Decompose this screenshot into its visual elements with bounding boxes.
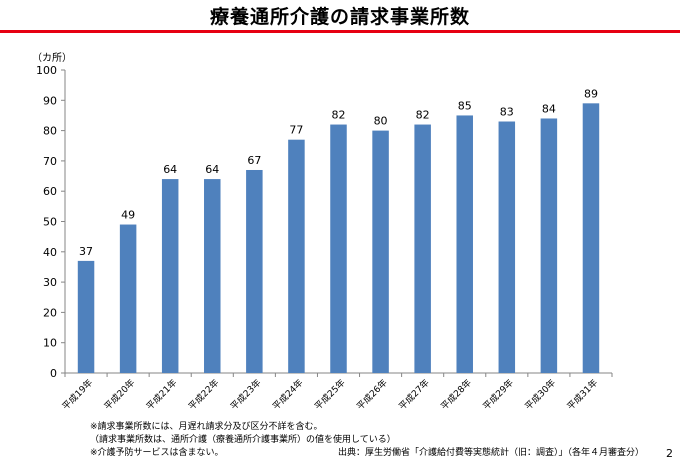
data-label: 49 [121, 209, 135, 222]
bar [330, 124, 347, 373]
source-citation: 出典：厚生労働省「介護給付費等実態統計（旧：調査）」（各年４月審査分） [338, 448, 645, 458]
x-tick-label: 平成29年 [480, 377, 516, 413]
data-label: 83 [500, 106, 514, 119]
footnote-2: （請求事業所数は、通所介護（療養通所介護事業所）の値を使用している） [90, 435, 396, 445]
x-tick-label: 平成30年 [522, 377, 558, 413]
y-tick-label: 10 [43, 337, 57, 350]
x-tick-label: 平成21年 [144, 377, 180, 413]
x-tick-label: 平成27年 [396, 377, 432, 413]
y-tick-label: 0 [50, 367, 57, 380]
data-label: 77 [289, 124, 303, 137]
data-label: 82 [416, 109, 430, 122]
x-tick-label: 平成22年 [186, 377, 222, 413]
data-label: 89 [584, 87, 598, 100]
data-label: 64 [163, 163, 177, 176]
x-tick-label: 平成19年 [59, 377, 95, 413]
y-tick-label: 30 [43, 276, 57, 289]
x-tick-label: 平成26年 [354, 377, 390, 413]
data-label: 64 [205, 163, 219, 176]
bar [498, 121, 516, 373]
x-tick-label: 平成20年 [102, 377, 138, 413]
data-label: 85 [458, 99, 472, 112]
x-tick-label: 平成23年 [228, 377, 264, 413]
y-tick-label: 60 [43, 185, 57, 198]
x-tick-label: 平成31年 [564, 377, 600, 413]
y-tick-label: 50 [43, 216, 57, 229]
y-tick-label: 40 [43, 246, 57, 259]
bar [540, 118, 558, 373]
slide-title: 療養通所介護の請求事業所数 [209, 6, 470, 28]
data-label: 84 [542, 102, 556, 115]
bar [372, 130, 389, 373]
y-tick-label: 80 [43, 125, 57, 138]
title-rule [0, 30, 680, 33]
y-tick-label: 70 [43, 155, 57, 168]
footnotes: ※請求事業所数には、月遅れ請求分及び区分不詳を含む。 （請求事業所数は、通所介護… [90, 421, 396, 460]
footnote-1: ※請求事業所数には、月遅れ請求分及び区分不詳を含む。 [90, 422, 323, 432]
page-number: 2 [666, 447, 673, 460]
footnote-3: ※介護予防サービスは含まない。 [90, 448, 224, 458]
x-tick-label: 平成25年 [312, 377, 348, 413]
data-label: 82 [332, 109, 346, 122]
data-label: 37 [79, 245, 93, 258]
bar [288, 139, 305, 373]
y-tick-label: 100 [36, 64, 57, 77]
bar [456, 115, 473, 373]
bar [204, 179, 221, 373]
bar [414, 124, 431, 373]
bar [119, 224, 137, 373]
x-tick-label: 平成28年 [438, 377, 474, 413]
bar [246, 169, 263, 373]
y-tick-label: 20 [43, 306, 57, 319]
bar [77, 260, 95, 373]
data-label: 80 [374, 115, 388, 128]
data-label: 67 [247, 154, 261, 167]
bar [582, 103, 600, 373]
x-tick-label: 平成24年 [270, 377, 306, 413]
bar [161, 179, 179, 373]
y-tick-label: 90 [43, 94, 57, 107]
y-axis-unit-label: （カ所） [32, 53, 72, 64]
